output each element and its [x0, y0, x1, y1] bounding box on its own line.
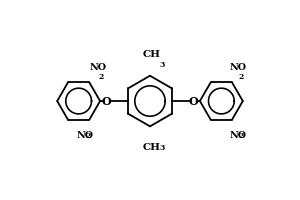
Text: CH: CH [142, 143, 160, 152]
Text: NO: NO [229, 131, 246, 140]
Text: NO: NO [77, 131, 94, 140]
Text: 2: 2 [238, 73, 243, 81]
Text: NO: NO [229, 63, 246, 72]
Text: O: O [188, 96, 198, 107]
Text: CH: CH [142, 50, 160, 59]
Text: 3: 3 [160, 144, 165, 152]
Text: 2: 2 [99, 73, 104, 81]
Text: 2: 2 [238, 132, 243, 140]
Text: NO: NO [90, 63, 107, 72]
Text: 2: 2 [86, 132, 91, 140]
Text: O: O [102, 96, 112, 107]
Text: 3: 3 [160, 61, 165, 69]
